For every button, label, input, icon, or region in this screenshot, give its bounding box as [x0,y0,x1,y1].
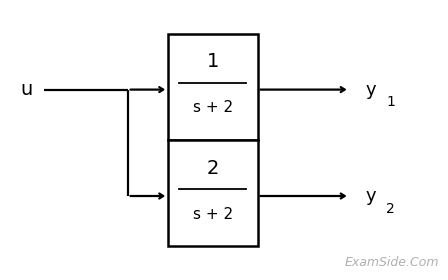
Bar [168,34,258,140]
Text: ExamSide.Com: ExamSide.Com [345,256,439,269]
Text: 1: 1 [386,95,395,109]
Text: 2: 2 [386,202,395,216]
Text: u: u [21,80,33,99]
Bar [168,140,258,246]
Text: s + 2: s + 2 [193,100,233,115]
Text: s + 2: s + 2 [193,207,233,222]
Text: 2: 2 [207,158,219,178]
Text: y: y [365,81,376,99]
Text: 1: 1 [207,52,219,71]
Text: y: y [365,187,376,205]
